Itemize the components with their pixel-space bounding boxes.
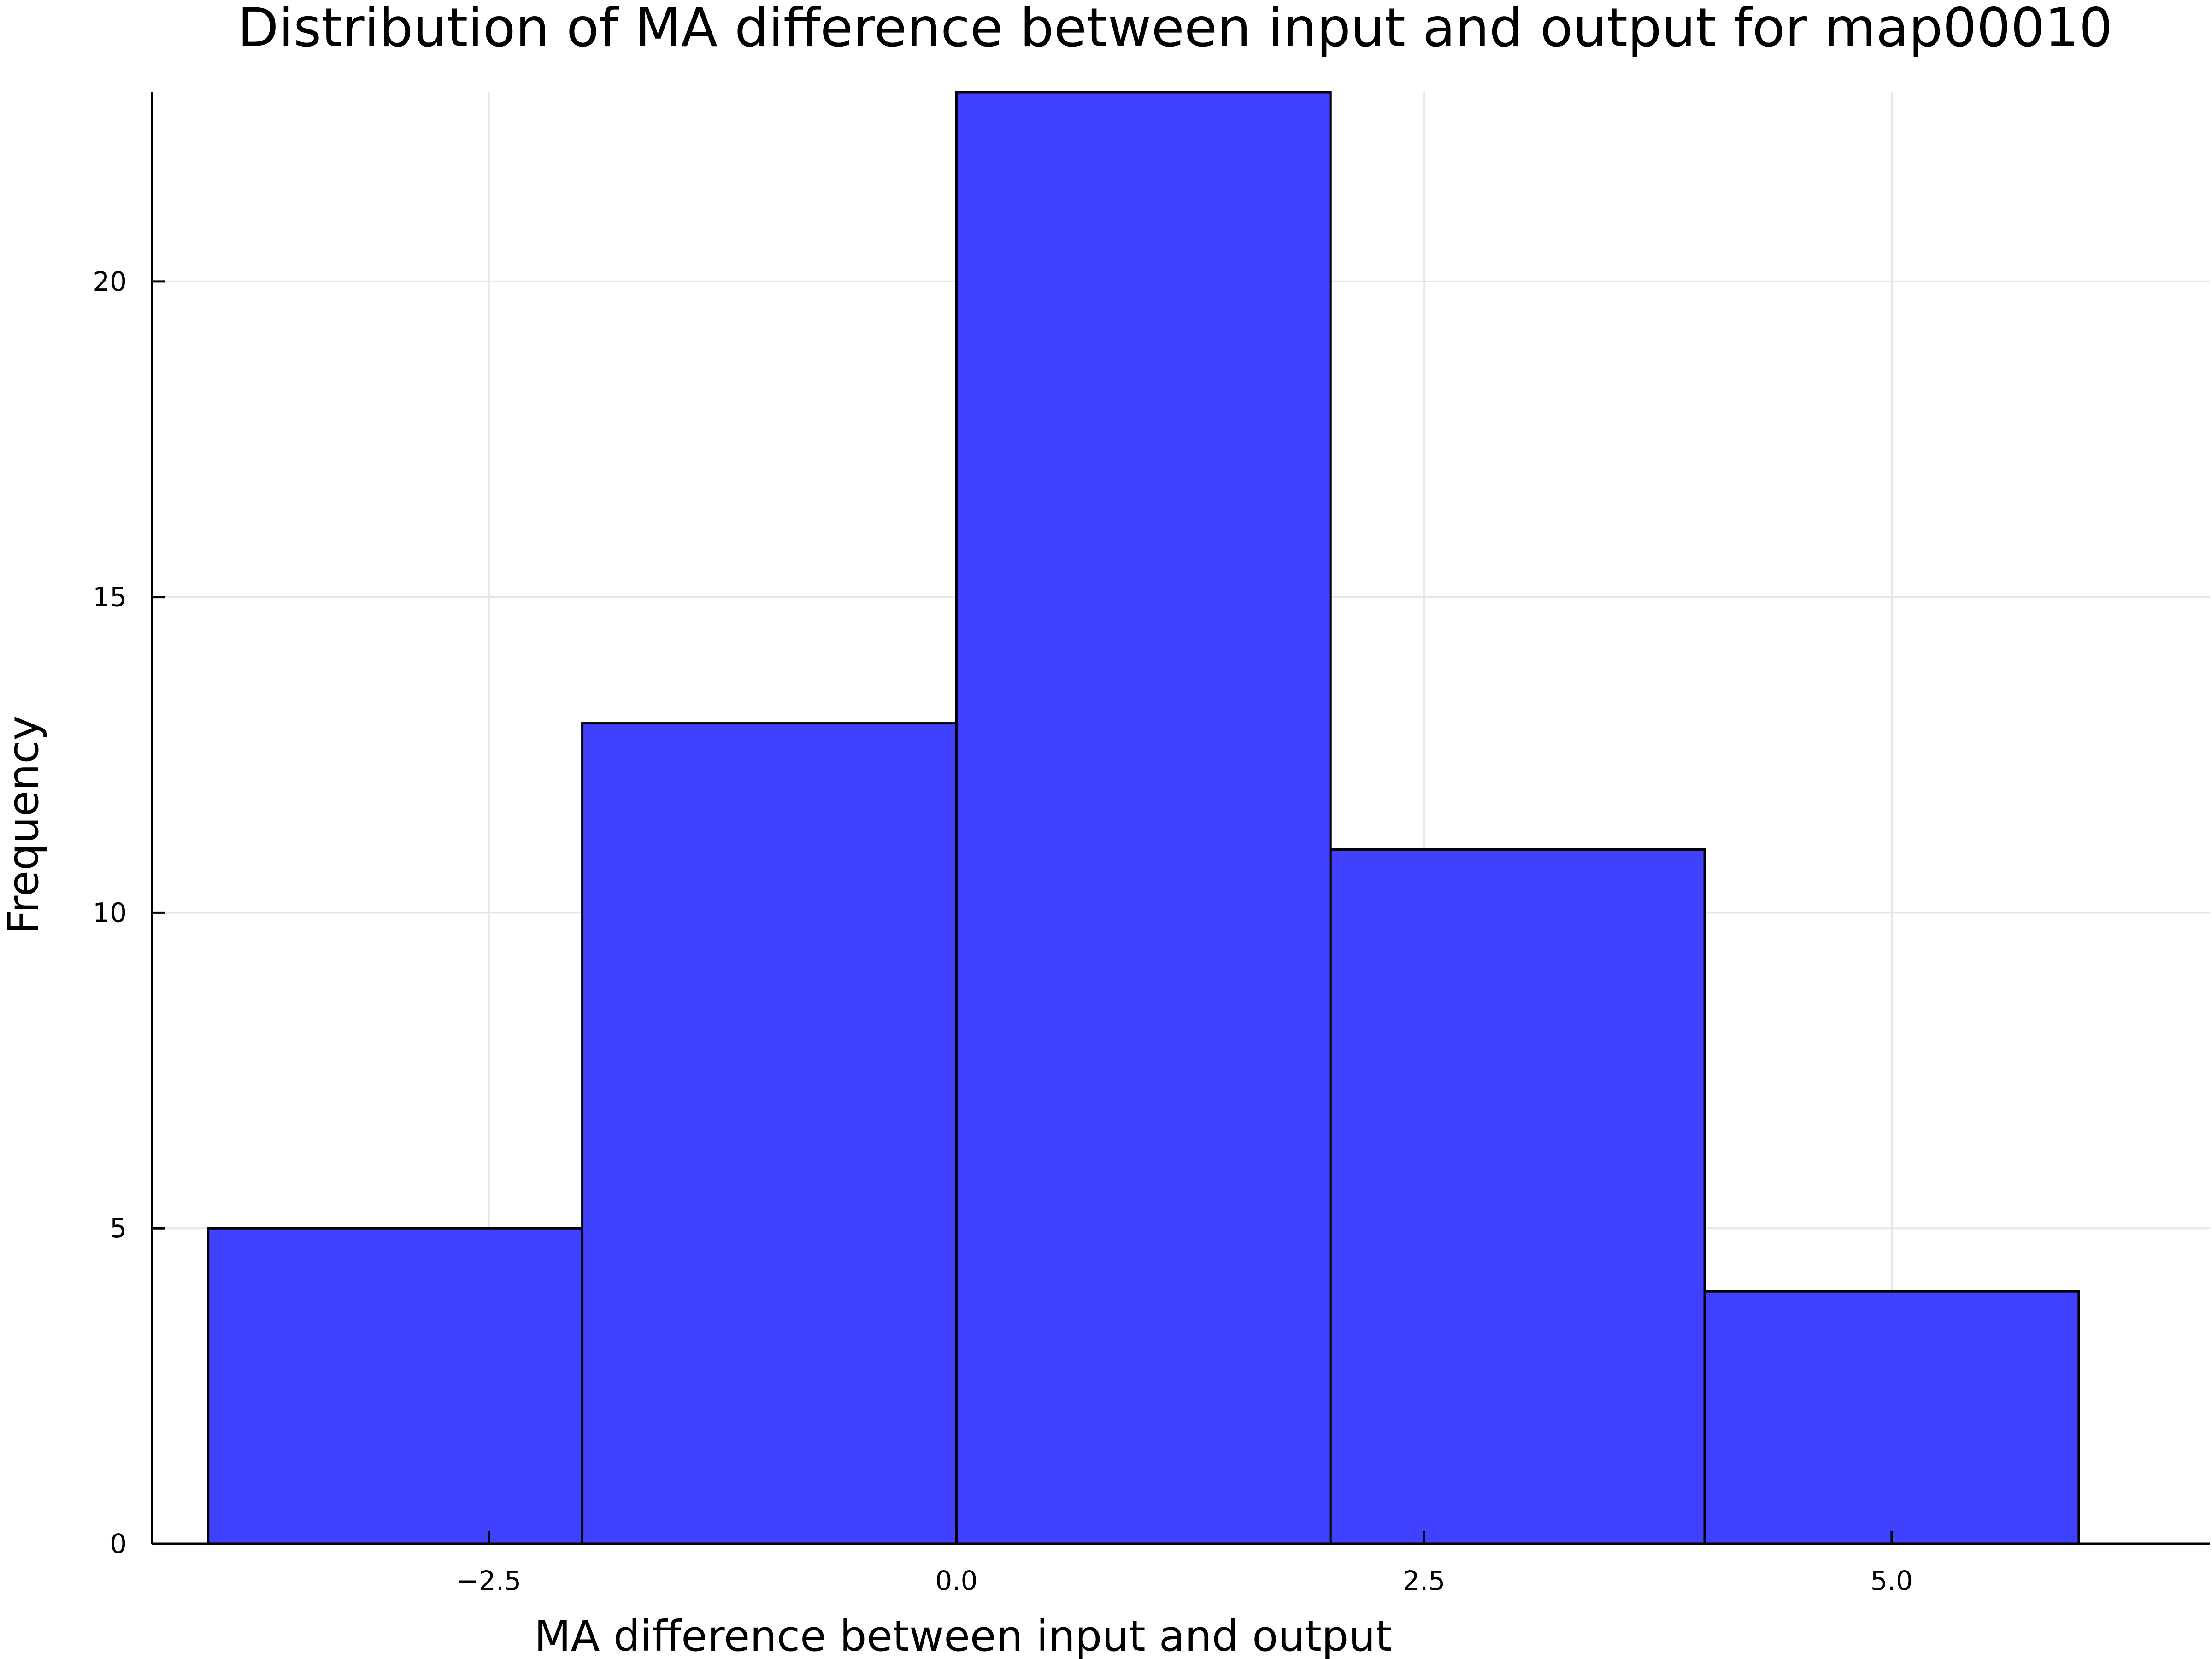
y-tick-label-4: 20 <box>93 266 127 297</box>
y-tick-label-0: 0 <box>110 1528 127 1559</box>
histogram-bar-0 <box>207 1227 584 1545</box>
bars <box>207 91 2080 1545</box>
y-tick-label-3: 15 <box>93 582 127 613</box>
histogram-bar-4 <box>1703 1290 2080 1545</box>
y-tick-label-2: 10 <box>93 897 127 928</box>
axes <box>151 92 2210 1545</box>
y-tick-label-1: 5 <box>110 1212 127 1244</box>
x-tick-label-3: 5.0 <box>1871 1565 1913 1596</box>
histogram-bar-1 <box>581 722 958 1545</box>
x-tick-label-1: 0.0 <box>935 1565 977 1596</box>
ticks: −2.5 0.0 2.5 5.0 0 5 10 15 20 <box>93 266 1913 1596</box>
histogram-bar-3 <box>1329 848 1706 1545</box>
x-tick-label-2: 2.5 <box>1403 1565 1445 1596</box>
x-axis-title: MA difference between input and output <box>534 1612 1392 1659</box>
x-tick-label-0: −2.5 <box>456 1565 521 1596</box>
y-axis-title: Frequency <box>0 715 48 934</box>
histogram-bar-2 <box>955 91 1332 1545</box>
chart-title: Distribution of MA difference between in… <box>237 0 2112 59</box>
